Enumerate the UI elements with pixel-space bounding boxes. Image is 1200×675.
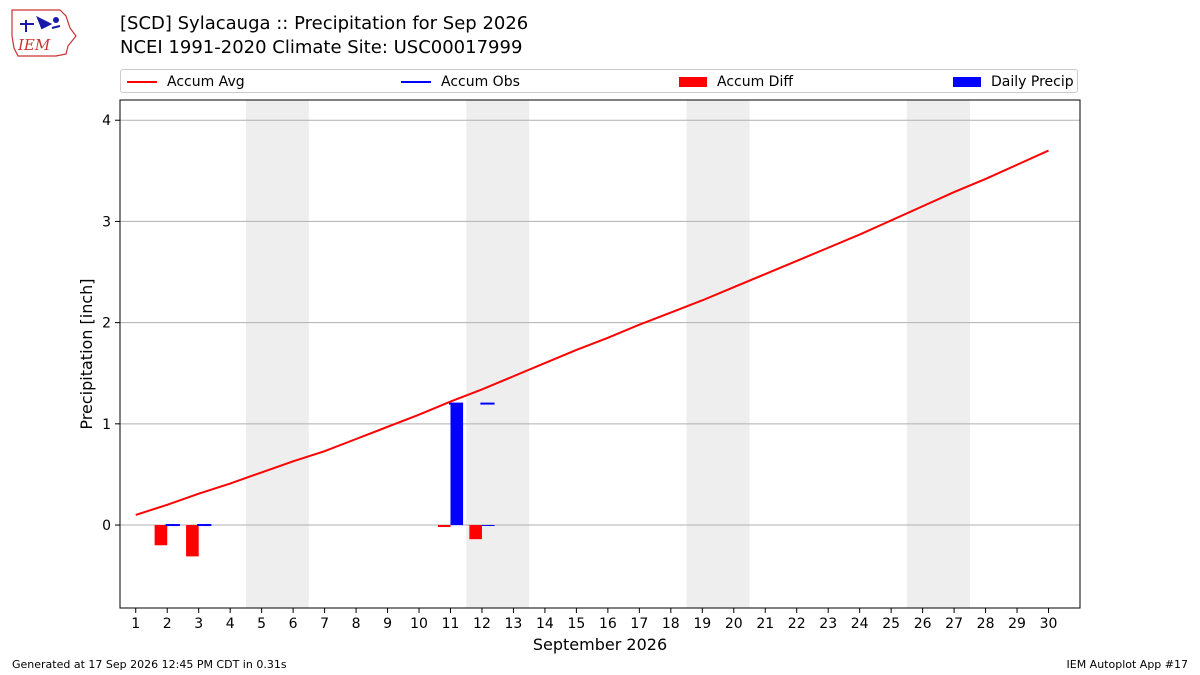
- x-tick-label: 8: [352, 616, 361, 632]
- legend-label-accum-avg: Accum Avg: [167, 74, 245, 90]
- legend-swatch-accum-obs: [401, 81, 431, 83]
- legend-item-accum-obs: Accum Obs: [401, 73, 520, 91]
- x-tick-label: 29: [1008, 616, 1026, 632]
- generated-timestamp: Generated at 17 Sep 2026 12:45 PM CDT in…: [12, 658, 287, 671]
- x-tick-label: 3: [194, 616, 203, 632]
- x-tick-label: 5: [257, 616, 266, 632]
- x-tick-label: 14: [536, 616, 554, 632]
- y-tick-label: 1: [102, 417, 111, 433]
- x-tick-label: 22: [788, 616, 806, 632]
- daily-precip-bar: [450, 403, 464, 526]
- x-tick-label: 24: [851, 616, 869, 632]
- legend-label-accum-obs: Accum Obs: [441, 74, 520, 90]
- daily-precip-bar: [481, 525, 495, 527]
- x-tick-label: 23: [819, 616, 837, 632]
- x-tick-label: 26: [914, 616, 932, 632]
- x-tick-label: 6: [289, 616, 298, 632]
- x-tick-label: 12: [473, 616, 491, 632]
- x-tick-label: 30: [1040, 616, 1058, 632]
- accum-diff-bar: [469, 525, 482, 540]
- x-tick-label: 16: [599, 616, 617, 632]
- app-credit: IEM Autoplot App #17: [1066, 658, 1189, 671]
- x-tick-label: 20: [725, 616, 743, 632]
- x-tick-label: 15: [567, 616, 585, 632]
- x-axis-label: September 2026: [533, 635, 667, 654]
- accum-avg-line: [135, 149, 1049, 516]
- x-tick-label: 9: [383, 616, 392, 632]
- iem-logo: IEM: [11, 9, 77, 57]
- x-tick-label: 10: [410, 616, 428, 632]
- chart-subtitle: NCEI 1991-2020 Climate Site: USC00017999: [120, 37, 523, 58]
- legend-item-accum-diff: Accum Diff: [679, 73, 793, 91]
- legend-label-daily-precip: Daily Precip: [991, 74, 1074, 90]
- y-tick-label: 3: [102, 214, 111, 230]
- x-tick-label: 25: [882, 616, 900, 632]
- x-tick-label: 21: [756, 616, 774, 632]
- weekend-band: [686, 100, 750, 608]
- accum-diff-bar: [437, 525, 451, 528]
- weekend-band: [466, 100, 530, 608]
- logo-text: IEM: [17, 36, 51, 54]
- x-tick-label: 19: [693, 616, 711, 632]
- accum-diff-bar: [154, 525, 168, 546]
- plot-frame: [119, 99, 1081, 609]
- y-tick-label: 2: [102, 316, 111, 332]
- x-tick-label: 11: [442, 616, 460, 632]
- x-tick-label: 7: [320, 616, 329, 632]
- x-tick-label: 13: [505, 616, 523, 632]
- legend-swatch-accum-avg: [127, 81, 157, 83]
- x-tick-label: 28: [977, 616, 995, 632]
- legend-item-accum-avg: Accum Avg: [127, 73, 245, 91]
- legend-swatch-daily-precip: [953, 77, 981, 87]
- y-tick-label: 0: [102, 518, 111, 534]
- legend-item-daily-precip: Daily Precip: [953, 73, 1074, 91]
- x-tick-label: 18: [662, 616, 680, 632]
- legend-swatch-accum-diff: [679, 77, 707, 87]
- y-tick-label: 4: [102, 113, 111, 129]
- x-tick-label: 17: [630, 616, 648, 632]
- x-tick-label: 4: [226, 616, 235, 632]
- y-axis-label: Precipitation [inch]: [77, 278, 96, 429]
- weekend-band: [906, 100, 970, 608]
- accum-diff-bar: [186, 525, 199, 557]
- x-tick-label: 27: [945, 616, 963, 632]
- chart-title: [SCD] Sylacauga :: Precipitation for Sep…: [120, 13, 529, 34]
- weekend-band: [245, 100, 309, 608]
- chart-legend: Accum Avg Accum Obs Accum Diff Daily Pre…: [120, 69, 1078, 93]
- x-tick-label: 2: [163, 616, 172, 632]
- legend-label-accum-diff: Accum Diff: [717, 74, 794, 90]
- x-tick-label: 1: [131, 616, 140, 632]
